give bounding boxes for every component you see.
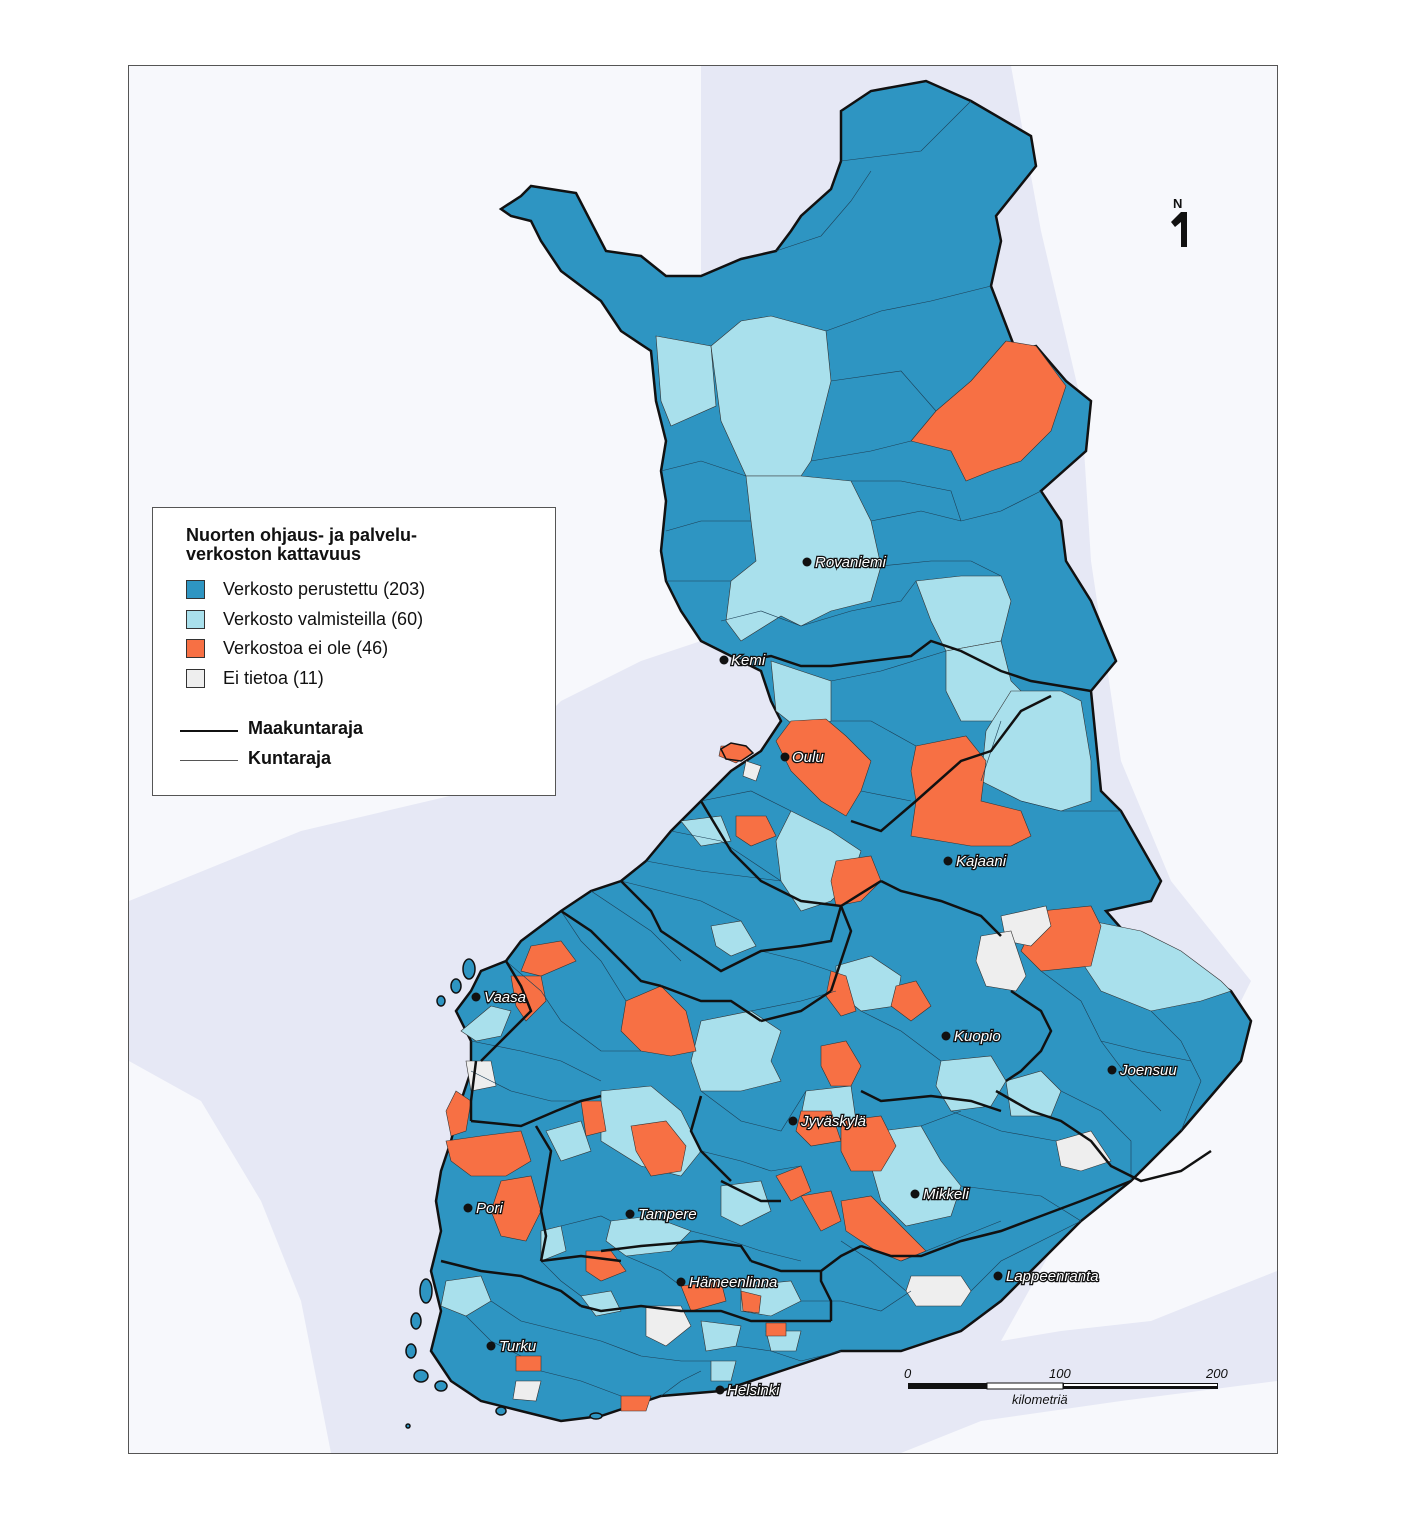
legend-swatch-ei-tietoa	[186, 669, 205, 688]
city-label-hameenlinna: Hämeenlinna	[689, 1274, 777, 1291]
legend-swatch-perustettu	[186, 580, 205, 599]
scale-bar-segment-1	[908, 1383, 987, 1389]
city-label-mikkeli: Mikkeli	[923, 1186, 970, 1203]
neighbor-land-east	[1001, 66, 1277, 1341]
regions-ei-tietoa	[465, 760, 1112, 1402]
legend-title-line-1: Nuorten ohjaus- ja palvelu-	[186, 525, 418, 545]
legend-swatch-valmisteilla	[186, 610, 205, 629]
city-dot-joensuu	[1107, 1065, 1117, 1075]
city-label-turku: Turku	[499, 1338, 537, 1355]
kuntaraja-lines	[465, 100, 1202, 1397]
city-label-rovaniemi: Rovaniemi	[815, 554, 887, 571]
legend-label-perustettu: Verkosto perustettu (203)	[223, 579, 426, 599]
legend-label-kuntaraja: Kuntaraja	[248, 748, 332, 768]
city-label-lappeenranta: Lappeenranta	[1006, 1268, 1099, 1285]
legend-title: Nuorten ohjaus- ja palvelu- verkoston ka…	[186, 526, 417, 564]
scale-bar-segment-3b	[1064, 1384, 1217, 1386]
city-dot-tampere	[625, 1209, 635, 1219]
city-dot-kemi	[719, 655, 729, 665]
maakuntaraja-lines	[440, 639, 1212, 1323]
city-dot-hameenlinna	[676, 1277, 686, 1287]
scale-tick-0: 0	[904, 1366, 912, 1381]
city-dot-jyvaskyla	[788, 1116, 798, 1126]
scale-tick-200: 200	[1205, 1366, 1228, 1381]
city-label-vaasa: Vaasa	[484, 989, 526, 1006]
city-dot-lappeenranta	[993, 1271, 1003, 1281]
scale-unit: kilometriä	[1012, 1392, 1068, 1407]
legend-label-valmisteilla: Verkosto valmisteilla (60)	[223, 609, 424, 629]
city-dot-kuopio	[941, 1031, 951, 1041]
city-dot-oulu	[780, 752, 790, 762]
city-dot-turku	[486, 1341, 496, 1351]
neighbor-land-south	[901, 1381, 1277, 1453]
city-label-kemi: Kemi	[731, 652, 766, 669]
city-label-jyvaskyla: Jyväskylä	[800, 1113, 866, 1130]
city-markers: Rovaniemi Kemi Oulu Kajaani Vaasa Kuopio…	[463, 553, 1179, 1400]
legend-label-ei-ole: Verkostoa ei ole (46)	[223, 638, 389, 658]
north-arrow-label: N	[1173, 196, 1182, 211]
city-dot-rovaniemi	[802, 557, 812, 567]
hailuoto-island	[720, 742, 755, 762]
neighbor-land-southwest	[129, 1061, 331, 1453]
city-label-kajaani: Kajaani	[956, 853, 1007, 870]
legend-title-line-2: verkoston kattavuus	[186, 544, 362, 564]
scale-bar-segment-2	[986, 1382, 1064, 1390]
scale-bar: 0 100 200 kilometriä	[904, 1366, 1228, 1407]
city-label-tampere: Tampere	[638, 1206, 697, 1223]
legend-line-thin	[180, 760, 238, 761]
city-label-kuopio: Kuopio	[954, 1028, 1001, 1045]
city-label-oulu: Oulu	[792, 749, 824, 766]
city-label-helsinki: Helsinki	[727, 1382, 780, 1399]
city-dot-pori	[463, 1203, 473, 1213]
legend-line-thick	[180, 730, 238, 732]
scale-tick-100: 100	[1049, 1366, 1071, 1381]
north-arrow-icon	[1171, 212, 1187, 247]
city-dot-helsinki	[715, 1385, 725, 1395]
legend-swatch-ei-ole	[186, 639, 205, 658]
city-dot-kajaani	[943, 856, 953, 866]
city-dot-mikkeli	[910, 1189, 920, 1199]
city-dot-vaasa	[471, 992, 481, 1002]
north-arrow: N	[1171, 196, 1187, 247]
city-label-joensuu: Joensuu	[1119, 1062, 1177, 1079]
coastal-islands	[405, 958, 603, 1429]
legend-label-maakuntaraja: Maakuntaraja	[248, 718, 364, 738]
regions-ei-ole	[445, 340, 1102, 1412]
map-legend: Nuorten ohjaus- ja palvelu- verkoston ka…	[152, 507, 556, 796]
legend-label-ei-tietoa: Ei tietoa (11)	[223, 668, 324, 688]
city-label-pori: Pori	[476, 1200, 503, 1217]
